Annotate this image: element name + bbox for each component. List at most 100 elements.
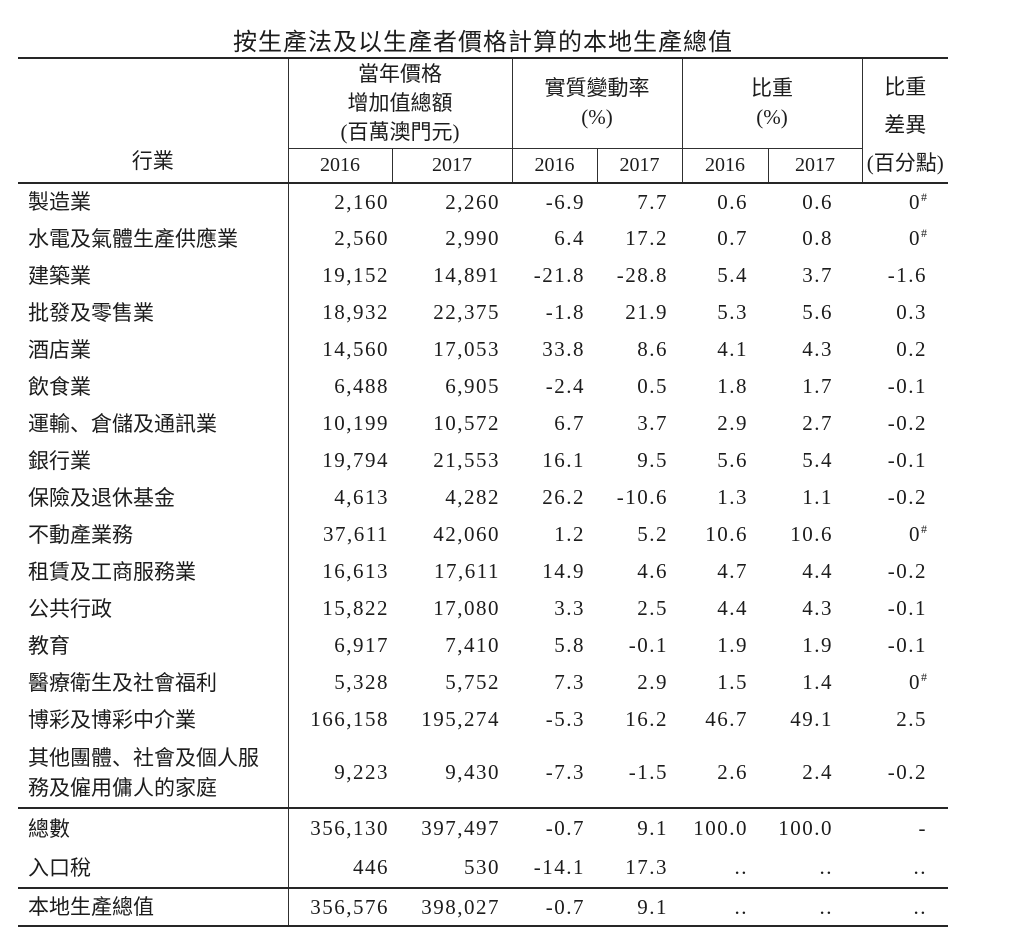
value-cell: 4,613 bbox=[334, 485, 389, 509]
value-cell: 5,752 bbox=[445, 670, 500, 694]
value-cell: 2,560 bbox=[334, 226, 389, 250]
value-cell: -7.3 bbox=[545, 760, 585, 784]
table-row: 本地生產總值 356,576 398,027 -0.7 9.1...... bbox=[18, 887, 948, 927]
header-group-row: 行業 當年價格 增加值總額 (百萬澳門元) 實質變動率 (%) 比重 (%) 比… bbox=[18, 57, 948, 184]
value-cell: 18,932 bbox=[322, 300, 389, 324]
value-cell: 6,905 bbox=[445, 374, 500, 398]
table-row: 博彩及博彩中介業 166,158 195,274 -5.3 16.2 46.7 49.1 2.… bbox=[18, 701, 948, 738]
value-cell: 398,027 bbox=[392, 887, 512, 927]
value-cell: 9.1 bbox=[597, 887, 682, 927]
value-cell: 1.1 bbox=[802, 485, 833, 509]
value-cell: 0.7 bbox=[717, 226, 748, 250]
value-cell: 19,794 bbox=[322, 448, 389, 472]
value-cell: 5.6 bbox=[802, 300, 833, 324]
value-cell: 1.7 bbox=[802, 374, 833, 398]
value-cell: 8.6 bbox=[637, 337, 668, 361]
value-cell: 4.3 bbox=[802, 596, 833, 620]
value-cell: 5.3 bbox=[717, 300, 748, 324]
value-cell: 6.7 bbox=[554, 411, 585, 435]
value-cell: 14,560 bbox=[322, 337, 389, 361]
value-cell: -0.1 bbox=[628, 633, 668, 657]
value-cell: -0.2 bbox=[887, 559, 927, 583]
value-cell: 17.3 bbox=[625, 855, 668, 879]
value-cell: 37,611 bbox=[323, 522, 389, 546]
value-cell: 1.2 bbox=[554, 522, 585, 546]
value-cell: 7.3 bbox=[554, 670, 585, 694]
value-cell: 2.9 bbox=[637, 670, 668, 694]
header-year-row: 2016 2017 2016 2017 2016 2017 bbox=[18, 148, 948, 184]
value-cell: 14,891 bbox=[433, 263, 500, 287]
value-cell: 0# bbox=[909, 670, 927, 694]
value-cell: 16.1 bbox=[542, 448, 585, 472]
industry-label: 銀行業 bbox=[18, 442, 289, 479]
industry-label: 其他團體、社會及個人服 務及僱用傭人的家庭 bbox=[18, 738, 289, 808]
value-cell: .. bbox=[768, 887, 862, 927]
value-cell: -0.2 bbox=[887, 485, 927, 509]
value-cell: 5.4 bbox=[717, 263, 748, 287]
value-cell: - bbox=[862, 807, 948, 848]
value-cell: -21.8 bbox=[533, 263, 585, 287]
value-cell: 9,223 bbox=[334, 760, 389, 784]
value-cell: 22,375 bbox=[433, 300, 500, 324]
value-cell: -0.1 bbox=[887, 374, 927, 398]
table-row: 醫療衛生及社會福利 5,328 5,752 7.3 2.9 1.5 1.4 0# bbox=[18, 664, 948, 701]
table-row: 其他團體、社會及個人服 務及僱用傭人的家庭 9,223 9,430 -7.3 -1.5 2… bbox=[18, 738, 948, 808]
table-row: 入口稅 446 530 -14.1 17.3...... bbox=[18, 848, 948, 888]
value-cell: 6,488 bbox=[334, 374, 389, 398]
value-cell: 10.6 bbox=[705, 522, 748, 546]
value-cell: -10.6 bbox=[616, 485, 668, 509]
value-cell: 166,158 bbox=[310, 707, 389, 731]
table-row: 運輸、倉儲及通訊業 10,199 10,572 6.7 3.7 2.9 2.7 -0.2 bbox=[18, 405, 948, 442]
value-cell: .. bbox=[682, 887, 768, 927]
industry-label: 醫療衛生及社會福利 bbox=[18, 664, 289, 701]
year-header-2017: 2017 bbox=[597, 148, 683, 184]
table-row: 教育 6,917 7,410 5.8 -0.1 1.9 1.9 -0.1 bbox=[18, 627, 948, 664]
industry-label: 飲食業 bbox=[18, 368, 289, 405]
year-header-2016: 2016 bbox=[682, 148, 769, 184]
value-cell: -0.1 bbox=[887, 596, 927, 620]
value-cell: 4.4 bbox=[802, 559, 833, 583]
value-cell: 3.3 bbox=[554, 596, 585, 620]
value-cell: -0.7 bbox=[512, 887, 597, 927]
table-row: 酒店業 14,560 17,053 33.8 8.6 4.1 4.3 0.2 bbox=[18, 331, 948, 368]
value-cell: 1.9 bbox=[717, 633, 748, 657]
value-cell: -0.2 bbox=[887, 760, 927, 784]
value-cell: 2,260 bbox=[445, 189, 500, 214]
value-cell: 2.9 bbox=[717, 411, 748, 435]
table-row: 公共行政 15,822 17,080 3.3 2.5 4.4 4.3 -0.1 bbox=[18, 590, 948, 627]
value-cell: 4,282 bbox=[445, 485, 500, 509]
value-cell: .. bbox=[913, 855, 927, 879]
value-cell: 21.9 bbox=[625, 300, 668, 324]
group-header-share: 比重 (%) bbox=[682, 57, 863, 149]
table-body: 製造業 2,160 2,260 -6.9 7.7 0.6 0.6 0# 水電及氣體生產供應業 2,… bbox=[18, 183, 948, 927]
industry-column-header: 行業 bbox=[18, 57, 289, 184]
value-cell: 100.0 bbox=[682, 807, 768, 848]
value-cell: 17,611 bbox=[434, 559, 500, 583]
value-cell: 10,199 bbox=[322, 411, 389, 435]
value-cell: 46.7 bbox=[705, 707, 748, 731]
industry-label: 保險及退休基金 bbox=[18, 479, 289, 516]
value-cell: 0.2 bbox=[896, 337, 927, 361]
industry-label: 本地生產總值 bbox=[18, 887, 289, 927]
value-cell: -14.1 bbox=[533, 855, 585, 879]
value-cell: -0.1 bbox=[887, 633, 927, 657]
year-header-2017: 2017 bbox=[392, 148, 513, 184]
value-cell: 1.3 bbox=[717, 485, 748, 509]
value-cell: .. bbox=[819, 855, 833, 879]
value-cell: 0# bbox=[909, 226, 927, 250]
value-cell: -1.6 bbox=[887, 263, 927, 287]
industry-label: 建築業 bbox=[18, 257, 289, 294]
value-cell: 0# bbox=[909, 522, 927, 546]
table-row: 保險及退休基金 4,613 4,282 26.2 -10.6 1.3 1.1 -0.2 bbox=[18, 479, 948, 516]
value-cell: 0.6 bbox=[717, 189, 748, 214]
industry-label: 入口稅 bbox=[18, 848, 289, 888]
value-cell: 9.5 bbox=[637, 448, 668, 472]
value-cell: 33.8 bbox=[542, 337, 585, 361]
value-cell: -2.4 bbox=[545, 374, 585, 398]
industry-label: 不動產業務 bbox=[18, 516, 289, 553]
value-cell: 17,080 bbox=[433, 596, 500, 620]
value-cell: 4.1 bbox=[717, 337, 748, 361]
value-cell: 2,990 bbox=[445, 226, 500, 250]
value-cell: 17,053 bbox=[433, 337, 500, 361]
value-cell: 21,553 bbox=[433, 448, 500, 472]
